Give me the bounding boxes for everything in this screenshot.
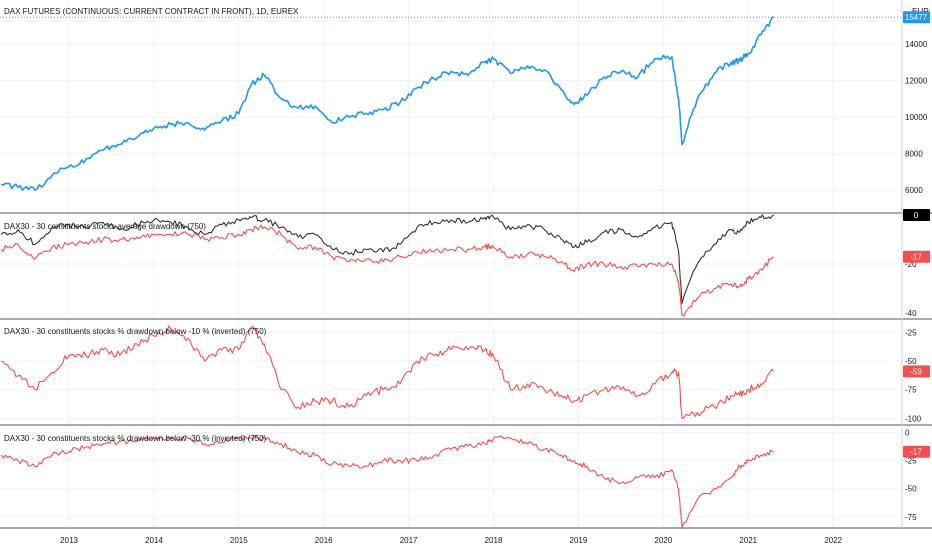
drawdown-max-badge-bg — [903, 209, 930, 221]
drawdown-max-badge: 0 — [903, 209, 930, 221]
below-30-badge: -17 — [903, 445, 930, 458]
series-line-pane-2-2 — [0, 224, 775, 317]
pane-4-title: DAX30 - 30 constituents stocks % drawdow… — [4, 434, 267, 443]
x-tick-label: 2017 — [400, 536, 418, 545]
x-tick-label: 2015 — [230, 536, 248, 545]
pane-3-title: DAX30 - 30 constituents stocks % drawdow… — [4, 327, 267, 336]
x-tick-label: 2013 — [60, 536, 78, 545]
last-price-badge-text: 15477 — [905, 13, 928, 22]
pane-1-title: DAX FUTURES (CONTINUOUS: CURRENT CONTRAC… — [4, 7, 299, 16]
y-tick-label: -40 — [905, 309, 917, 318]
below-30-badge-bg — [903, 445, 930, 458]
series-line-pane-3-1 — [0, 325, 775, 419]
below-10-badge-bg — [903, 365, 930, 378]
x-tick-label: 2022 — [824, 536, 842, 545]
y-tick-label: -25 — [905, 328, 917, 337]
y-tick-label: -20 — [905, 260, 917, 269]
y-tick-label: -50 — [905, 357, 917, 366]
y-tick-label: -75 — [905, 513, 917, 522]
x-tick-label: 2016 — [315, 536, 333, 545]
series-line-pane-1-1 — [0, 16, 774, 191]
last-price-badge-bg — [903, 11, 930, 24]
y-tick-label: -25 — [905, 457, 917, 466]
y-tick-label: 10000 — [905, 113, 928, 122]
x-tick-label: 2020 — [654, 536, 672, 545]
x-tick-label: 2014 — [145, 536, 163, 545]
y-tick-label: 0 — [905, 429, 910, 438]
y-tick-label: -100 — [905, 414, 922, 423]
last-price-badge: 15477 — [903, 11, 930, 24]
series-line-pane-2-1 — [0, 214, 775, 304]
below-30-badge-text: -17 — [910, 448, 922, 457]
drawdown-avg-badge-bg — [903, 250, 930, 263]
y-tick-label: -50 — [905, 485, 917, 494]
drawdown-avg-badge: -17 — [903, 250, 930, 263]
y-tick-label: 14000 — [905, 40, 928, 49]
x-tick-label: 2021 — [739, 536, 757, 545]
x-tick-label: 2018 — [485, 536, 503, 545]
below-10-badge-text: -59 — [910, 367, 922, 376]
y-tick-label: -75 — [905, 386, 917, 395]
y-tick-label: 12000 — [905, 77, 928, 86]
series-line-pane-4-1 — [0, 435, 774, 528]
drawdown-avg-badge-text: -17 — [910, 253, 922, 262]
x-tick-label: 2019 — [570, 536, 588, 545]
y-tick-label: 6000 — [905, 186, 923, 195]
drawdown-max-badge-text: 0 — [914, 211, 919, 220]
y-tick-label: 8000 — [905, 150, 923, 159]
pane-2-title: DAX30 - 30 constituents stocks average d… — [4, 222, 206, 231]
below-10-badge: -59 — [903, 365, 930, 378]
